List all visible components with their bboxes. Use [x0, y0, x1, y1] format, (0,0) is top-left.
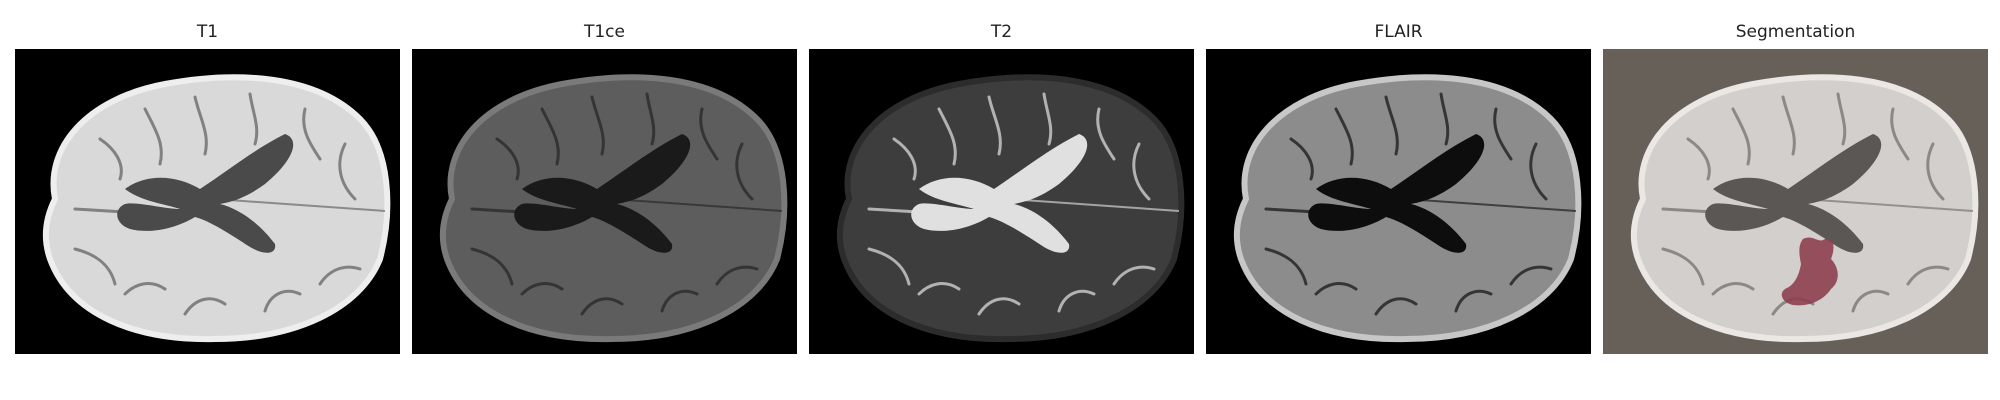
panel-title-flair: FLAIR	[1374, 22, 1423, 42]
panel-title-segmentation: Segmentation	[1735, 22, 1856, 42]
ventricles	[117, 134, 294, 253]
lesion-overlay	[1781, 237, 1838, 306]
brain-slice-t2	[809, 49, 1194, 354]
mri-image-flair	[1206, 49, 1591, 354]
brain-slice-t1ce	[412, 49, 797, 354]
mri-image-t1ce	[412, 49, 797, 354]
brain-slice-t1	[15, 49, 400, 354]
panel-flair: FLAIR	[1206, 0, 1591, 360]
ventricles	[911, 134, 1088, 253]
brain-slice-flair	[1206, 49, 1591, 354]
ventricles	[514, 134, 691, 253]
panel-segmentation: Segmentation	[1603, 0, 1988, 360]
ventricles	[1705, 134, 1882, 253]
panel-title-t2: T2	[990, 22, 1013, 42]
mri-image-segmentation	[1603, 49, 1988, 354]
ventricles	[1308, 134, 1485, 253]
panel-title-t1ce: T1ce	[583, 22, 625, 42]
panel-t1: T1	[15, 0, 400, 360]
brain-slice-segmentation	[1603, 49, 1988, 354]
panel-title-t1: T1	[196, 22, 219, 42]
mri-image-t2	[809, 49, 1194, 354]
panel-t1ce: T1ce	[412, 0, 797, 360]
panel-t2: T2	[809, 0, 1194, 360]
mri-image-t1	[15, 49, 400, 354]
